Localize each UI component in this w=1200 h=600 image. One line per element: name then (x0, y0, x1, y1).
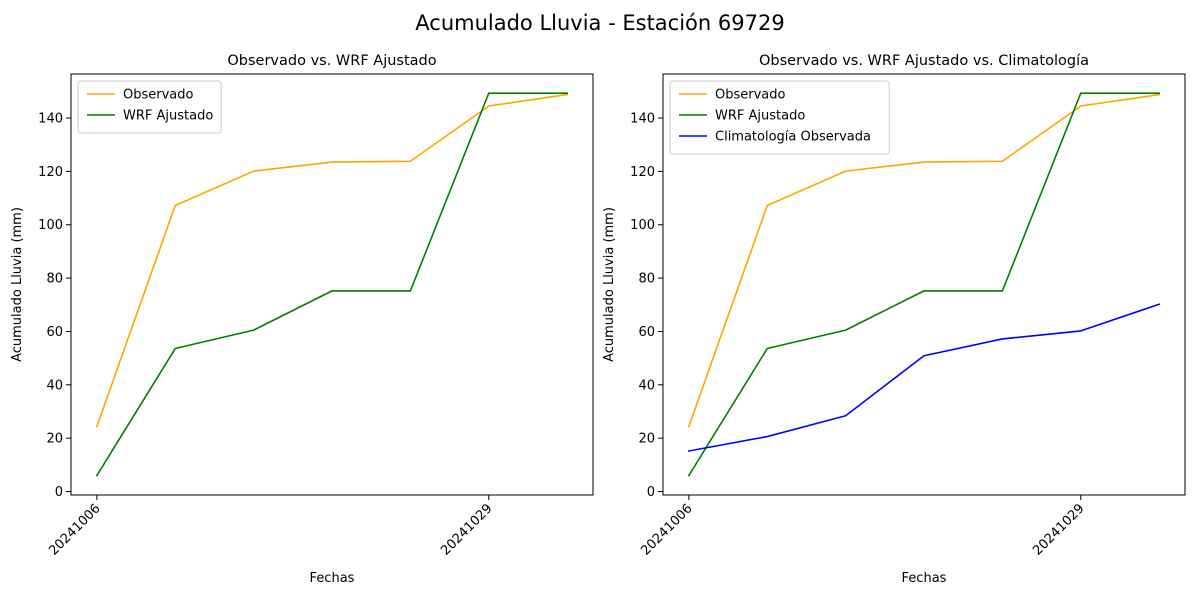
y-tick-label: 40 (46, 378, 63, 393)
series-line-observado (687, 93, 1161, 428)
y-tick-label: 0 (647, 485, 655, 500)
plot-area-frame (662, 73, 1186, 496)
y-tick-label: 80 (638, 272, 655, 287)
legend-box (669, 80, 890, 155)
y-tick-label: 140 (630, 112, 655, 127)
chart-title: Observado vs. WRF Ajustado (227, 53, 436, 69)
legend-label: Climatología Observada (715, 130, 871, 145)
legend: Observado WRF Ajustado (77, 80, 222, 134)
series-line-observado (95, 93, 569, 428)
plot-area-frame (70, 73, 594, 496)
legend-label: WRF Ajustado (715, 109, 805, 124)
y-axis-label: Acumulado Lluvia (mm) (10, 207, 25, 362)
y-tick-label: 40 (638, 378, 655, 393)
legend: Observado WRF Ajustado Climatología Observ… (669, 80, 890, 155)
figure-suptitle: Acumulado Lluvia - Estación 69729 (415, 11, 784, 35)
x-tick-label: 20241006 (638, 501, 695, 558)
legend-label: WRF Ajustado (123, 109, 213, 124)
chart-panels: Observado vs. WRF Ajustado 0 20 40 60 80 100 12… (10, 53, 1186, 586)
y-tick-label: 60 (638, 325, 655, 340)
y-axis-label: Acumulado Lluvia (mm) (602, 207, 617, 362)
x-axis-label: Fechas (902, 571, 947, 586)
y-tick-label: 60 (46, 325, 63, 340)
legend-label: Observado (715, 88, 786, 103)
y-tick-label: 20 (638, 432, 655, 447)
y-tick-label: 120 (38, 165, 63, 180)
chart-panel-1: Observado vs. WRF Ajustado 0 20 40 60 80 100 12… (10, 53, 594, 586)
y-tick-label: 120 (630, 165, 655, 180)
y-tick-label: 80 (46, 272, 63, 287)
series-line-climatolog-a-observada (687, 303, 1161, 452)
legend-label: Observado (123, 88, 194, 103)
chart-title: Observado vs. WRF Ajustado vs. Climatolo… (759, 53, 1089, 69)
chart-panel-2: Observado vs. WRF Ajustado vs. Climatolo… (602, 53, 1186, 586)
x-tick-label: 20241029 (1030, 501, 1087, 558)
y-tick-label: 100 (38, 218, 63, 233)
x-axis-label: Fechas (310, 571, 355, 586)
series-line-wrf-ajustado (95, 92, 568, 477)
y-tick-label: 20 (46, 432, 63, 447)
y-tick-label: 140 (38, 112, 63, 127)
y-tick-label: 100 (630, 218, 655, 233)
x-tick-label: 20241006 (46, 501, 103, 558)
y-tick-label: 0 (55, 485, 63, 500)
x-tick-label: 20241029 (438, 501, 495, 558)
series-line-wrf-ajustado (687, 92, 1160, 477)
